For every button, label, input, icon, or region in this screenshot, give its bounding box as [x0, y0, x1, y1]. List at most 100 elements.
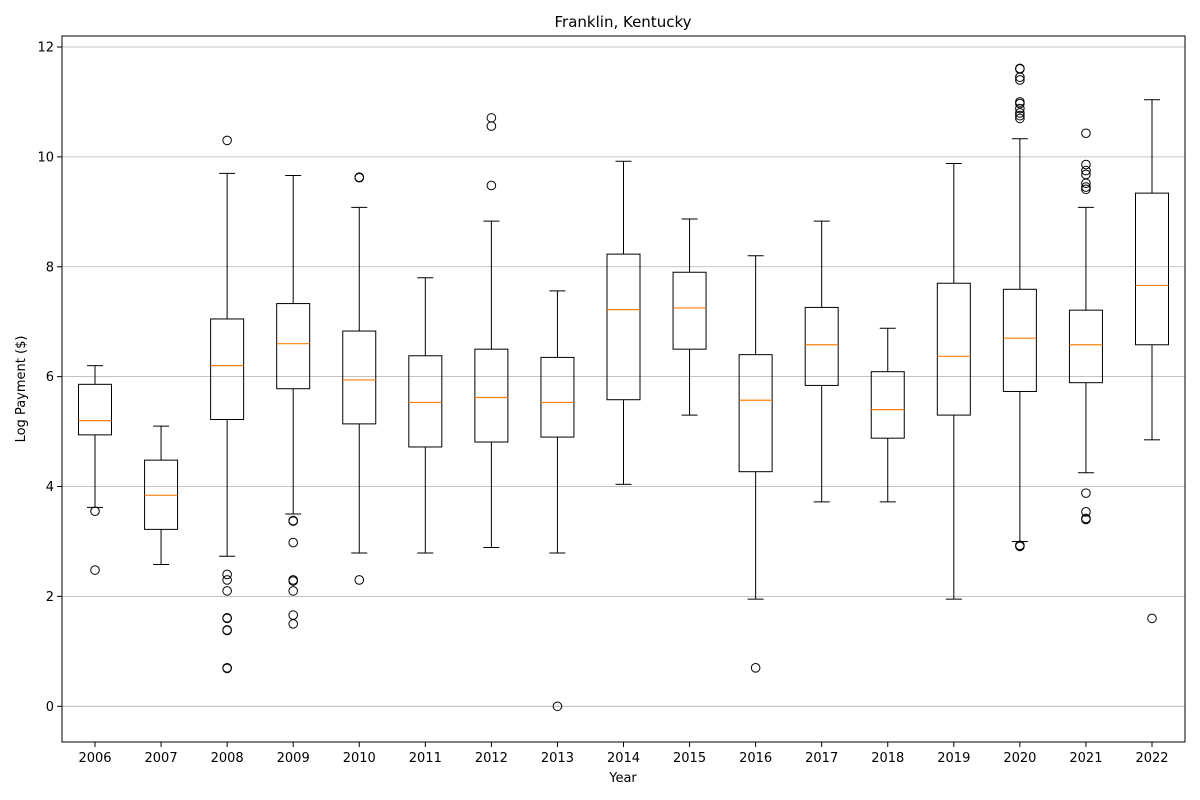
y-tick-label: 0	[46, 700, 54, 715]
interquartile-box	[804, 306, 839, 386]
outlier-point	[222, 586, 232, 596]
outlier-point	[222, 613, 232, 624]
x-tick-label: 2011	[409, 751, 442, 766]
interquartile-box	[1002, 288, 1037, 392]
box-2007	[144, 425, 179, 566]
y-tick-label: 2	[46, 590, 54, 605]
interquartile-box	[672, 271, 707, 350]
outlier-point	[90, 565, 100, 575]
outlier-point	[1015, 98, 1025, 109]
outlier-point	[1081, 182, 1091, 192]
interquartile-box	[1068, 309, 1103, 384]
y-tick-label: 8	[46, 260, 54, 275]
box-2013	[540, 290, 575, 712]
y-tick-label: 12	[37, 40, 54, 55]
x-tick-label: 2022	[1135, 751, 1168, 766]
outlier-point	[486, 180, 497, 191]
interquartile-box	[870, 371, 905, 439]
outlier-point	[1015, 110, 1025, 121]
interquartile-box	[606, 253, 641, 401]
x-tick-label: 2020	[1003, 751, 1036, 766]
x-tick-label: 2014	[607, 751, 640, 766]
outlier-point	[552, 701, 563, 712]
outlier-point	[222, 663, 232, 674]
box-2006	[78, 365, 112, 575]
outlier-point	[1147, 613, 1157, 624]
x-tick-label: 2008	[211, 751, 244, 766]
interquartile-box	[540, 356, 575, 438]
x-axis-label: Year	[608, 771, 637, 786]
x-tick-label: 2021	[1069, 751, 1102, 766]
x-tick-label: 2018	[871, 751, 904, 766]
interquartile-box	[936, 282, 971, 416]
interquartile-box	[474, 348, 509, 443]
outlier-point	[1081, 184, 1091, 195]
x-tick-label: 2016	[739, 751, 772, 766]
x-tick-label: 2007	[145, 751, 178, 766]
box-2010	[342, 172, 377, 585]
y-axis: 0 2 4 6 8 10 12	[37, 40, 62, 715]
interquartile-box	[276, 303, 311, 390]
x-tick-label: 2009	[277, 751, 310, 766]
interquartile-box	[408, 355, 443, 448]
outlier-point	[354, 172, 365, 183]
box-2009	[276, 175, 311, 629]
outlier-point	[90, 506, 100, 517]
y-tick-label: 6	[46, 370, 54, 385]
interquartile-box	[210, 318, 245, 420]
box-2021	[1068, 128, 1103, 525]
box-2012	[474, 113, 509, 549]
x-tick-label: 2015	[673, 751, 706, 766]
outlier-point	[1081, 159, 1091, 170]
box-2016	[738, 255, 773, 673]
x-axis: 2006 2007 2008 2009 2010 2011 2012 2013 2014 2015…	[78, 742, 1169, 766]
outlier-point	[222, 575, 232, 585]
outlier-point	[288, 516, 298, 526]
outlier-point	[222, 569, 232, 580]
outlier-point	[1015, 108, 1025, 118]
y-tick-label: 10	[37, 150, 54, 165]
outlier-point	[354, 575, 365, 585]
outlier-point	[1015, 72, 1025, 83]
outlier-point	[222, 625, 232, 636]
x-tick-label: 2013	[541, 751, 574, 766]
grid-lines	[62, 46, 1185, 707]
interquartile-box	[342, 330, 377, 425]
outlier-point	[1081, 488, 1091, 498]
interquartile-box	[738, 354, 773, 473]
outlier-point	[1081, 514, 1091, 525]
box-2022	[1135, 99, 1169, 624]
outlier-point	[288, 537, 298, 548]
outlier-point	[1081, 178, 1091, 189]
outlier-point	[288, 619, 298, 629]
box-2008	[210, 135, 245, 674]
outlier-point	[1081, 506, 1091, 517]
box-2018	[870, 327, 905, 503]
x-tick-label: 2019	[937, 751, 970, 766]
x-tick-label: 2010	[343, 751, 376, 766]
box-2017	[804, 220, 839, 503]
chart-title: Franklin, Kentucky	[555, 13, 692, 31]
box-2020	[1002, 63, 1037, 552]
outlier-point	[1015, 541, 1025, 552]
y-tick-label: 4	[46, 480, 54, 495]
outlier-point	[288, 586, 298, 596]
x-tick-label: 2017	[805, 751, 838, 766]
outlier-point	[1081, 165, 1091, 176]
box-2011	[408, 277, 443, 554]
outlier-point	[1015, 103, 1025, 114]
box-2015	[672, 218, 707, 416]
outlier-point	[1081, 128, 1091, 139]
interquartile-box	[1135, 192, 1169, 346]
outlier-point	[750, 663, 761, 673]
y-axis-label: Log Payment ($)	[14, 336, 29, 443]
outlier-point	[486, 121, 497, 131]
box-series	[78, 63, 1169, 712]
outlier-point	[288, 576, 298, 586]
outlier-point	[222, 135, 232, 146]
x-tick-label: 2006	[78, 751, 111, 766]
box-2014	[606, 160, 641, 485]
x-tick-label: 2012	[475, 751, 508, 766]
